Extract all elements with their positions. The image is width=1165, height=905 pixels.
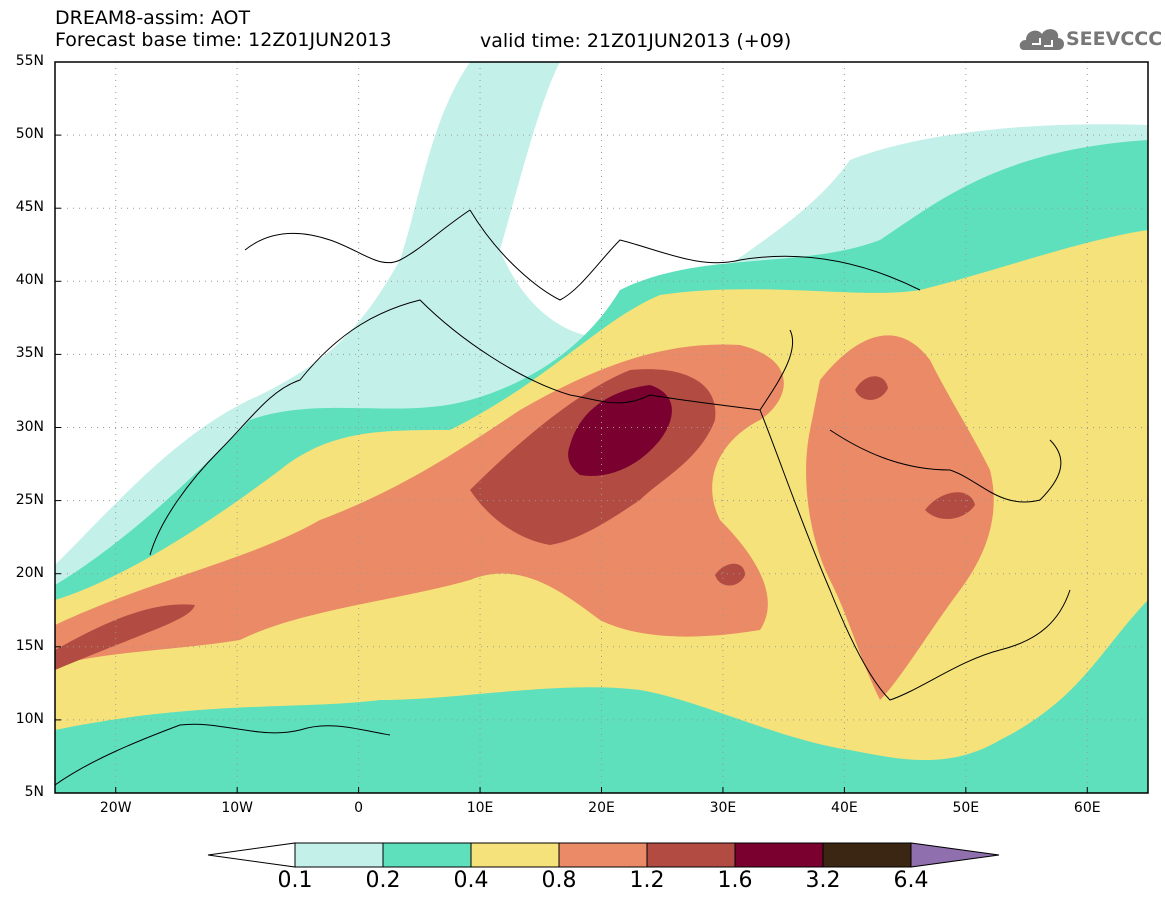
colorbar-level-label: 1.2 [629, 868, 665, 893]
colorbar [207, 842, 1000, 868]
cloud-icon [1019, 29, 1064, 50]
colorbar-level-label: 0.4 [453, 868, 489, 893]
aot-band-1.2-c [925, 492, 975, 520]
lat-tick-label: 20N [15, 564, 44, 581]
lon-tick-label: 30E [709, 800, 737, 816]
lon-tick-label: 0 [354, 800, 364, 816]
colorbar-swatch [646, 842, 736, 868]
lat-tick-label: 35N [15, 345, 44, 362]
colorbar-swatch [470, 842, 560, 868]
aot-band-0.8-arabia [806, 335, 994, 700]
lon-tick-label: 60E [1073, 800, 1101, 816]
lat-tick-label: 55N [15, 53, 44, 69]
coastlines [55, 209, 1071, 786]
map-title: DREAM8-assim: AOT [55, 7, 251, 29]
lon-tick-label: 50E [952, 800, 980, 816]
lon-tick-label: 10W [221, 800, 253, 816]
seevccc-logo: SEEVCCC [1018, 22, 1162, 56]
colorbar-swatch [558, 842, 648, 868]
colorbar-level-label: 0.2 [365, 868, 401, 893]
aot-band-1.6 [568, 385, 672, 476]
lon-tick-label: 10E [466, 800, 494, 816]
lat-tick-label: 45N [15, 199, 44, 216]
colorbar-swatch [822, 842, 912, 868]
aot-band-1.2-e [715, 563, 745, 586]
colorbar-over-arrow [910, 842, 1000, 868]
lat-tick-label: 30N [15, 418, 44, 435]
colorbar-level-label: 6.4 [893, 868, 929, 893]
lon-tick-label: 20E [588, 800, 615, 816]
colorbar-swatch [294, 842, 384, 868]
colorbar-under-arrow [207, 842, 296, 868]
colorbar-level-label: 3.2 [805, 868, 841, 893]
lon-tick-label: 40E [831, 800, 858, 816]
map-grid [55, 62, 1148, 793]
colorbar-level-label: 0.1 [277, 868, 313, 893]
colorbar-swatch [734, 842, 824, 868]
lat-tick-label: 5N [24, 784, 44, 800]
axis-ticks [55, 61, 1088, 794]
colorbar-swatch [382, 842, 472, 868]
aot-band-1.2-b [55, 604, 195, 670]
lat-tick-label: 10N [15, 710, 44, 727]
lat-tick-label: 15N [15, 637, 44, 654]
lat-tick-label: 25N [15, 491, 44, 508]
lon-tick-label: 20W [99, 800, 132, 816]
aot-band-1.2-d [855, 376, 888, 400]
colorbar-level-label: 1.6 [717, 868, 753, 893]
lat-tick-label: 50N [15, 126, 44, 143]
base-time: Forecast base time: 12Z01JUN2013 [55, 29, 392, 51]
logo-text: SEEVCCC [1066, 28, 1163, 50]
lat-tick-label: 40N [15, 272, 44, 289]
valid-time: valid time: 21Z01JUN2013 (+09) [480, 30, 792, 52]
colorbar-level-label: 0.8 [541, 868, 577, 893]
